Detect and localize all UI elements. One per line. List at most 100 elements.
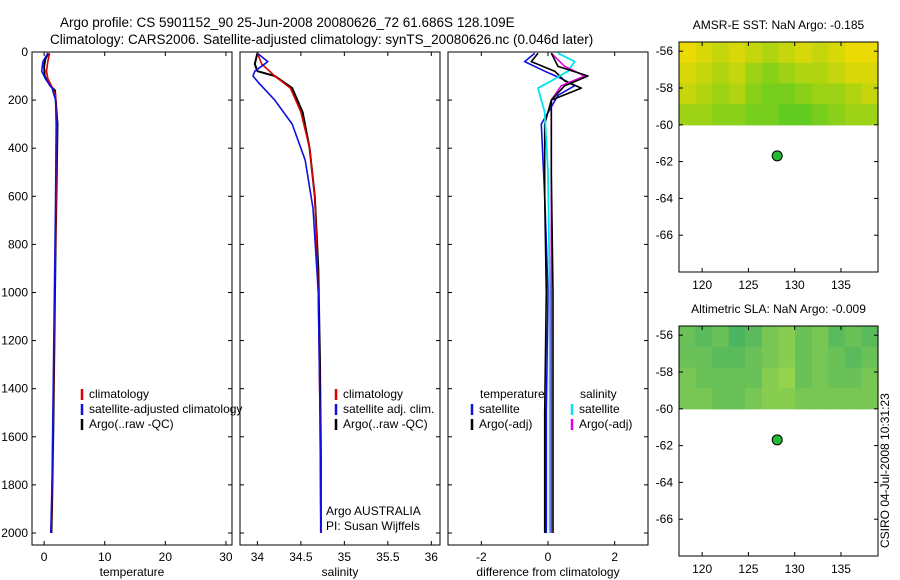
sst-map-heat-cell [844,83,862,105]
salinity-panel-xtick-label: 35 [338,550,352,564]
sla-map-heat-cell [844,346,862,368]
sla-map-heat-cell [728,326,746,348]
sst-map-heat-cell [679,42,697,64]
sst-map-heat-cell [828,62,846,84]
sla-map-heat-cell [844,388,862,410]
sst-map-heat-cell [811,104,829,126]
sla-map-heat-cell [861,326,879,348]
difference-panel-legend-label: satellite [579,402,620,416]
difference-panel-legend-group-title: salinity [580,387,617,401]
sst-map-heat-cell [844,42,862,64]
sst-map-heat-cell [844,104,862,126]
sst-map-heat-cell [728,62,746,84]
sst-map-heat-cell [761,62,780,84]
sst-map-xtick-label: 125 [738,278,758,292]
temperature-panel-ytick-label: 1800 [1,478,28,492]
sst-map-xtick-label: 120 [692,278,712,292]
sla-map-heat-cell [695,388,713,410]
difference-panel-xtick-label: 0 [545,550,552,564]
salinity-panel-annotation: PI: Susan Wijffels [326,519,420,533]
sla-map-heat-cell [795,367,813,389]
sst-map-heat-cell [745,42,763,64]
temperature-panel-ytick-label: 2000 [1,526,28,540]
temperature-panel-ytick-label: 0 [21,45,28,59]
sst-map-xtick-label: 130 [785,278,805,292]
sla-map-heat-cell [795,326,813,348]
figure-title-line1: Argo profile: CS 5901152_90 25-Jun-2008 … [60,15,515,30]
sla-map-heat-cell [761,388,780,410]
temperature-panel-ytick-label: 1400 [1,382,28,396]
sst-map-heat-cell [778,104,796,126]
salinity-panel-series-line [253,52,322,533]
temperature-panel-xtick-label: 0 [41,550,48,564]
sst-map-heat-cell [695,42,713,64]
sst-map-heat-cell [861,62,879,84]
sla-map-heat-cell [695,346,713,368]
sst-map-heat-cell [745,62,763,84]
sst-map-heat-cell [695,83,713,105]
sla-map-heat-cell [861,346,879,368]
sla-map-xtick-label: 130 [785,562,805,576]
temperature-panel-ytick-label: 1600 [1,430,28,444]
sla-map-heat-cell [795,346,813,368]
sla-map-heat-cell [745,326,763,348]
sla-map-heat-cell [728,388,746,410]
sst-map-heat-cell [761,42,780,64]
sla-map-heat-cell [761,326,780,348]
temperature-panel-legend-label: Argo(..raw -QC) [89,417,174,431]
sst-map-heat-cell [712,104,730,126]
salinity-panel-series-line [252,52,322,534]
sst-map-heat-cell [844,62,862,84]
sla-map-heat-cell [778,346,796,368]
temperature-panel-ytick-label: 1000 [1,285,28,299]
sst-map-heat-cell [778,62,796,84]
difference-panel-series-line [523,52,576,533]
sst-map-heat-cell [778,42,796,64]
sst-map-heat-cell [728,104,746,126]
difference-panel-legend-group-title: temperature [480,387,545,401]
sst-map-ytick-label: -60 [656,118,674,132]
sla-map-heat-cell [795,388,813,410]
sla-map-heat-cell [679,346,697,368]
sla-map-heat-cell [745,346,763,368]
sla-map-heat-cell [844,326,862,348]
sla-map-float-marker [771,434,783,446]
salinity-panel-annotation: Argo AUSTRALIA [326,504,421,518]
temperature-panel-ytick-label: 600 [8,189,28,203]
salinity-panel-legend-label: climatology [343,387,403,401]
difference-panel-legend-label: satellite [479,402,520,416]
sla-map-xtick-label: 125 [738,562,758,576]
sst-map-heat-cell [861,104,879,126]
sla-map-heat-cell [712,388,730,410]
sla-map-ytick-label: -58 [656,365,674,379]
sla-map-ytick-label: -66 [656,512,674,526]
sst-map-heat-cell [861,42,879,64]
sst-map-heat-cell [795,83,813,105]
sst-map-heat-cell [679,104,697,126]
temperature-panel-ytick-label: 400 [8,141,28,155]
sla-map-heat-cell [828,388,846,410]
sla-map-heat-cell [712,346,730,368]
sla-map-heat-cell [811,326,829,348]
timestamp-label: CSIRO 04-Jul-2008 10:31:23 [878,393,892,548]
sst-map-heat-cell [728,42,746,64]
sst-map-heat-cell [811,42,829,64]
sst-map-ytick-label: -62 [656,155,674,169]
temperature-panel-series-line [40,52,58,534]
sst-map-heat-cell [811,83,829,105]
sla-map-ytick-label: -56 [656,328,674,342]
temperature-panel-legend-label: climatology [89,387,149,401]
sla-map-heat-cell [712,326,730,348]
sla-map-ytick-label: -64 [656,475,674,489]
sla-map-heat-cell [679,367,697,389]
difference-panel-legend-label: Argo(-adj) [479,417,532,431]
salinity-panel-xtick-label: 34.5 [289,550,313,564]
sla-map-heat-cell [811,388,829,410]
sla-map-heat-cell [728,346,746,368]
sla-map-heat-cell [811,367,829,389]
sst-map-heat-cell [712,83,730,105]
sla-map-heat-cell [745,367,763,389]
salinity-panel-series-line [256,52,322,534]
sla-map-title: Altimetric SLA: NaN Argo: -0.009 [691,302,866,316]
